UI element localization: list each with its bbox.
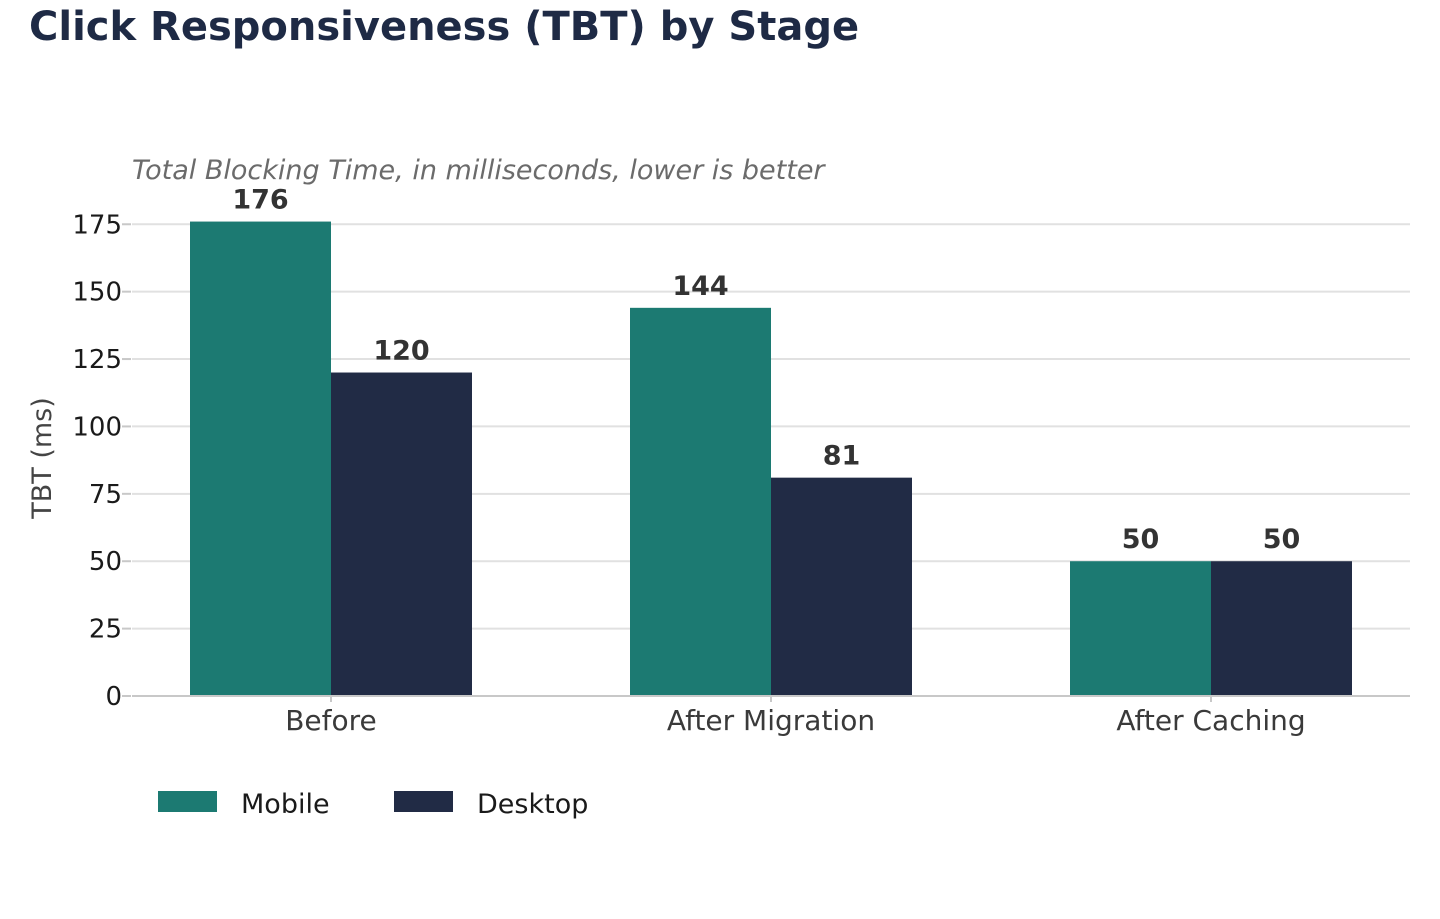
bars (190, 221, 1352, 696)
bar-desktop (1211, 561, 1352, 696)
x-tick-label: After Caching (1116, 704, 1305, 737)
y-tick-label: 0 (105, 682, 122, 712)
legend: Mobile Desktop (158, 789, 588, 820)
data-labels: 176 120 144 81 50 50 (232, 185, 1300, 556)
y-tick-label: 125 (72, 345, 122, 375)
x-axis-ticks: Before After Migration After Caching (285, 696, 1306, 737)
y-tick-label: 175 (72, 210, 122, 240)
y-tick-label: 150 (72, 278, 122, 308)
bar-mobile (190, 221, 331, 696)
data-label-desktop: 120 (373, 336, 429, 367)
legend-swatch-desktop (394, 791, 453, 812)
y-tick-label: 50 (89, 547, 122, 577)
y-tick-label: 25 (89, 615, 122, 645)
y-tick-label: 100 (72, 412, 122, 442)
data-label-mobile: 50 (1122, 524, 1160, 555)
chart-subtitle: Total Blocking Time, in milliseconds, lo… (132, 155, 826, 186)
legend-label-mobile: Mobile (241, 789, 330, 820)
legend-swatch-mobile (158, 791, 217, 812)
data-label-mobile: 176 (232, 185, 288, 216)
x-tick-label: Before (285, 704, 377, 737)
data-label-desktop: 50 (1263, 524, 1301, 555)
data-label-mobile: 144 (672, 271, 728, 302)
y-axis-label: TBT (ms) (27, 397, 58, 520)
data-label-desktop: 81 (823, 441, 861, 472)
y-tick-label: 75 (89, 480, 122, 510)
bar-mobile (630, 307, 771, 696)
bar-desktop (331, 372, 472, 696)
bar-desktop (771, 477, 912, 696)
bar-mobile (1070, 561, 1211, 696)
x-tick-label: After Migration (667, 704, 875, 737)
y-axis-ticks: 0 25 50 75 100 125 150 175 (72, 210, 122, 712)
chart-title: Click Responsiveness (TBT) by Stage (29, 4, 860, 50)
legend-label-desktop: Desktop (477, 789, 588, 820)
